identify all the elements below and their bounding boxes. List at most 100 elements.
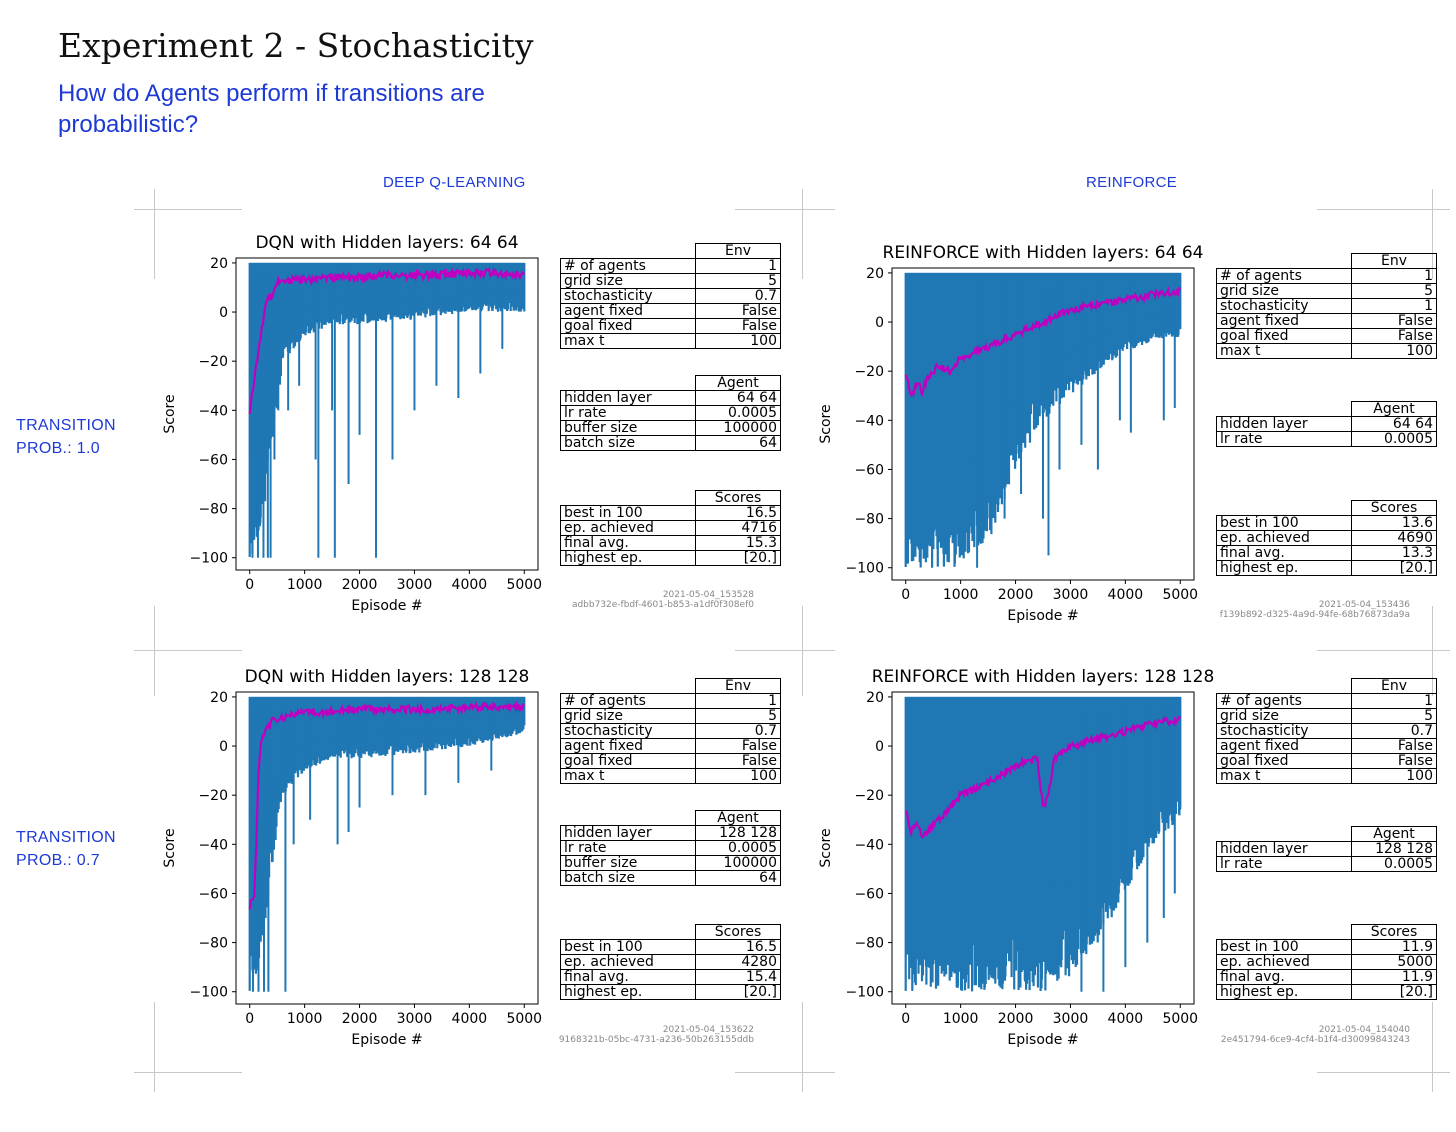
table-header: Scores bbox=[1351, 924, 1437, 940]
table-row: max t 100 bbox=[1216, 768, 1437, 784]
table-key: lr rate bbox=[560, 840, 696, 856]
y-tick-label: 20 bbox=[866, 690, 884, 706]
table-key: grid size bbox=[560, 708, 696, 724]
table-value: 128 128 bbox=[1351, 841, 1437, 857]
x-tick-label: 1000 bbox=[943, 1011, 979, 1027]
table-row: goal fixed False bbox=[560, 753, 781, 769]
table-key: goal fixed bbox=[560, 318, 696, 334]
table-key: lr rate bbox=[560, 405, 696, 421]
moving-average-line bbox=[904, 286, 1181, 398]
y-tick-label: 0 bbox=[875, 315, 884, 331]
table-value: 64 64 bbox=[695, 390, 781, 406]
table-header: Env bbox=[1351, 678, 1437, 694]
table-value: 0.0005 bbox=[695, 840, 781, 856]
y-tick-label: −100 bbox=[190, 551, 228, 567]
table-value: 13.6 bbox=[1351, 515, 1437, 531]
crop-mark bbox=[802, 1002, 803, 1092]
table-key: ep. achieved bbox=[1216, 530, 1352, 546]
table-value: 1 bbox=[695, 693, 781, 709]
run-timestamp: 2021-05-04_154040 bbox=[1318, 1025, 1410, 1035]
chart-title: REINFORCE with Hidden layers: 64 64 bbox=[883, 243, 1204, 263]
table-key: stochasticity bbox=[1216, 723, 1352, 739]
table-value: [20.] bbox=[1351, 560, 1437, 576]
table-key: max t bbox=[560, 333, 696, 349]
table-row: agent fixed False bbox=[1216, 738, 1437, 754]
table-value: 64 bbox=[695, 870, 781, 886]
y-tick-label: 0 bbox=[219, 739, 228, 755]
table-key: batch size bbox=[560, 870, 696, 886]
table-value: 16.5 bbox=[695, 505, 781, 521]
table-key: hidden layer bbox=[560, 390, 696, 406]
x-tick-label: 0 bbox=[901, 587, 910, 603]
y-tick-label: −60 bbox=[198, 452, 228, 468]
table-key: max t bbox=[1216, 343, 1352, 359]
table-key: highest ep. bbox=[1216, 984, 1352, 1000]
run-timestamp: 2021-05-04_153622 bbox=[662, 1025, 754, 1035]
table-row: goal fixed False bbox=[1216, 753, 1437, 769]
chart-title: REINFORCE with Hidden layers: 128 128 bbox=[872, 667, 1215, 687]
table-value: 64 64 bbox=[1351, 416, 1437, 432]
x-tick-label: 1000 bbox=[943, 587, 979, 603]
x-tick-label: 5000 bbox=[506, 577, 542, 593]
table-row: lr rate 0.0005 bbox=[1216, 856, 1437, 872]
crop-mark bbox=[1317, 209, 1450, 210]
table-row: final avg. 15.4 bbox=[560, 969, 781, 985]
y-axis-label: Score bbox=[818, 828, 834, 867]
run-id-stamp: 2021-05-04_153436 f139b892-d325-4a9d-94fe… bbox=[1220, 600, 1410, 620]
table-value: 4716 bbox=[695, 520, 781, 536]
run-uuid: adbb732e-fbdf-4601-b853-a1df0f308ef0 bbox=[571, 600, 754, 610]
table-key: stochasticity bbox=[1216, 298, 1352, 314]
env-table: Env # of agents 1 grid size 5 stochasticity 0.… bbox=[1216, 678, 1437, 784]
crop-mark bbox=[134, 650, 242, 651]
y-tick-label: −60 bbox=[854, 462, 884, 478]
table-key: # of agents bbox=[560, 258, 696, 274]
table-header: Env bbox=[695, 678, 781, 694]
table-row: max t 100 bbox=[560, 333, 781, 349]
table-row: lr rate 0.0005 bbox=[560, 840, 781, 856]
x-tick-label: 3000 bbox=[397, 1011, 433, 1027]
table-value: 100 bbox=[1351, 768, 1437, 784]
table-key: goal fixed bbox=[1216, 753, 1352, 769]
env-table: Env # of agents 1 grid size 5 stochasticity 0.… bbox=[560, 678, 781, 784]
table-key: buffer size bbox=[560, 420, 696, 436]
run-timestamp: 2021-05-04_153528 bbox=[662, 590, 754, 600]
table-row: grid size 5 bbox=[1216, 283, 1437, 299]
column-label-reinforce: REINFORCE bbox=[1086, 174, 1178, 191]
agent-table: Agent hidden layer 128 128 lr rate 0.0005 buf… bbox=[560, 810, 781, 886]
table-row: buffer size 100000 bbox=[560, 420, 781, 436]
y-axis-label: Score bbox=[162, 828, 178, 867]
table-key: best in 100 bbox=[560, 505, 696, 521]
table-row: ep. achieved 4716 bbox=[560, 520, 781, 536]
table-row: batch size 64 bbox=[560, 435, 781, 451]
crop-mark bbox=[134, 209, 242, 210]
table-row: agent fixed False bbox=[560, 303, 781, 319]
table-value: 0.0005 bbox=[695, 405, 781, 421]
table-row: stochasticity 0.7 bbox=[560, 288, 781, 304]
agent-table: Agent hidden layer 128 128 lr rate 0.0005 bbox=[1216, 826, 1437, 872]
table-row: hidden layer 128 128 bbox=[560, 825, 781, 841]
table-value: 5 bbox=[1351, 283, 1437, 299]
table-value: 1 bbox=[1351, 693, 1437, 709]
x-tick-label: 2000 bbox=[998, 587, 1034, 603]
x-tick-label: 1000 bbox=[287, 1011, 323, 1027]
table-value: False bbox=[1351, 738, 1437, 754]
table-row: best in 100 13.6 bbox=[1216, 515, 1437, 531]
x-tick-label: 3000 bbox=[1053, 1011, 1089, 1027]
x-axis-label: Episode # bbox=[1007, 1032, 1078, 1048]
table-value: 0.7 bbox=[1351, 723, 1437, 739]
table-row: ep. achieved 4280 bbox=[560, 954, 781, 970]
table-value: 13.3 bbox=[1351, 545, 1437, 561]
table-key: max t bbox=[560, 768, 696, 784]
crop-mark bbox=[154, 189, 155, 279]
table-value: False bbox=[695, 738, 781, 754]
table-row: hidden layer 64 64 bbox=[560, 390, 781, 406]
table-header: Agent bbox=[1351, 401, 1437, 417]
run-id-stamp: 2021-05-04_153528 adbb732e-fbdf-4601-b853… bbox=[572, 590, 754, 610]
crop-mark bbox=[1317, 1072, 1450, 1073]
x-tick-label: 2000 bbox=[342, 577, 378, 593]
table-key: buffer size bbox=[560, 855, 696, 871]
table-row: grid size 5 bbox=[560, 708, 781, 724]
table-key: hidden layer bbox=[1216, 841, 1352, 857]
table-key: hidden layer bbox=[560, 825, 696, 841]
